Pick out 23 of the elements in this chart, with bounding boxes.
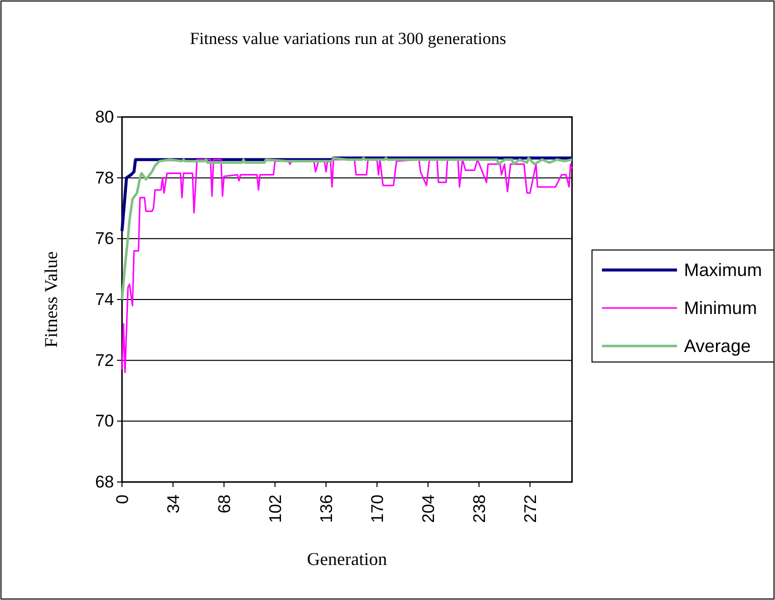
y-tick-label: 70: [95, 412, 114, 431]
x-tick-label: 34: [164, 494, 183, 514]
x-tick-label: 272: [520, 494, 540, 523]
legend-label: Maximum: [684, 260, 762, 280]
line-series: [120, 156, 574, 301]
y-tick-label: 74: [95, 290, 114, 309]
y-tick-label: 72: [95, 350, 114, 370]
x-axis-title: Generation: [307, 549, 387, 569]
y-tick-label: 80: [95, 107, 114, 126]
legend-label: Minimum: [684, 298, 758, 318]
x-tick-label: 102: [266, 494, 285, 523]
x-tick-label: 68: [214, 494, 234, 514]
x-tick-label: 170: [368, 494, 387, 523]
x-tick-label: 204: [418, 494, 438, 523]
chart-title: Fitness value variations run at 300 generations: [190, 29, 506, 48]
y-tick-label: 76: [95, 229, 114, 248]
y-axis-title: Fitness Value: [41, 251, 61, 348]
legend-label: Average: [684, 336, 751, 356]
x-tick-label: 0: [112, 494, 132, 504]
y-tick-label: 68: [95, 472, 114, 492]
x-tick-label: 238: [470, 494, 489, 523]
x-tick-label: 136: [316, 494, 336, 523]
y-tick-label: 78: [95, 168, 114, 188]
